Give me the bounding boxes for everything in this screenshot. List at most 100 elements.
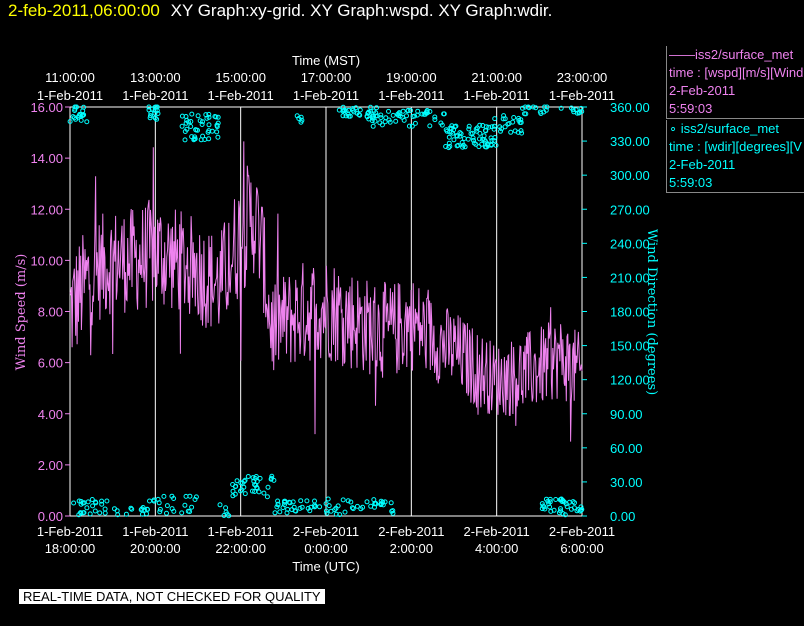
wind-direction-point <box>502 116 508 122</box>
wind-direction-point <box>459 140 465 145</box>
wind-direction-point <box>251 478 257 484</box>
legend-wind-speed: ——iss2/surface_met time : [wspd][m/s][Wi… <box>666 46 804 119</box>
wind-direction-point <box>214 129 220 135</box>
wind-direction-point <box>169 506 175 512</box>
wind-direction-point <box>148 110 154 116</box>
wind-direction-point <box>223 505 229 511</box>
wind-direction-point <box>183 114 189 119</box>
wind-direction-point <box>189 111 195 117</box>
wind-direction-point <box>230 488 236 494</box>
wind-direction-point <box>393 118 399 124</box>
bottom-axis-title: Time (UTC) <box>292 559 359 574</box>
right-axis-title: Wind Direction (degrees) <box>644 229 659 395</box>
left-tick-label: 16.00 <box>30 100 63 115</box>
wind-direction-point <box>481 133 487 139</box>
wind-direction-point <box>354 110 360 116</box>
top-tick-time: 11:00:00 <box>45 70 95 85</box>
wind-direction-point <box>419 111 425 117</box>
wind-direction-point <box>579 506 585 512</box>
wind-direction-point <box>349 505 355 511</box>
wind-direction-point <box>547 499 553 505</box>
right-tick-label: 30.00 <box>610 475 643 490</box>
top-tick-time: 17:00:00 <box>301 70 352 85</box>
wind-direction-point <box>253 474 259 479</box>
wind-direction-point <box>179 123 185 129</box>
wind-direction-point <box>275 501 281 507</box>
wind-direction-point <box>215 134 221 140</box>
wind-direction-point <box>333 505 339 511</box>
wind-direction-point <box>256 489 262 495</box>
wind-direction-point <box>547 504 553 510</box>
wind-direction-point <box>340 104 346 110</box>
wind-direction-point <box>291 504 297 510</box>
wind-direction-point <box>99 498 105 504</box>
wind-direction-point <box>265 484 271 490</box>
wind-direction-point <box>390 112 396 118</box>
wind-direction-point <box>345 111 351 117</box>
wind-direction-point <box>193 494 199 500</box>
header: 2-feb-2011,06:00:00 XY Graph:xy-grid. XY… <box>8 1 552 21</box>
top-tick-date: 1-Feb-2011 <box>37 88 103 103</box>
wind-direction-point <box>350 506 356 512</box>
top-tick-date: 1-Feb-2011 <box>293 88 359 103</box>
wind-direction-point <box>280 505 286 511</box>
wind-direction-point <box>578 105 584 111</box>
wind-direction-point <box>373 501 379 507</box>
wind-direction-point <box>470 135 476 141</box>
wind-direction-point <box>432 114 438 120</box>
wind-direction-point <box>491 123 497 129</box>
header-date: 2-feb-2011,06:00:00 <box>8 1 160 20</box>
wind-direction-point <box>230 482 236 487</box>
right-tick-label: 90.00 <box>610 407 643 422</box>
wind-direction-point <box>307 508 313 514</box>
wind-direction-point <box>386 108 391 114</box>
top-tick-time: 13:00:00 <box>130 70 181 85</box>
wind-direction-point <box>342 509 348 515</box>
wind-direction-point <box>533 105 539 111</box>
wind-direction-point <box>102 510 108 516</box>
wind-direction-point <box>562 512 568 518</box>
top-tick-time: 19:00:00 <box>386 70 437 85</box>
wind-direction-point <box>187 493 193 499</box>
wind-direction-point <box>502 124 508 130</box>
top-tick-date: 1-Feb-2011 <box>378 88 444 103</box>
wind-direction-point <box>374 105 379 111</box>
wind-direction-point <box>252 489 258 494</box>
wind-direction-point <box>298 498 304 504</box>
wind-direction-point <box>556 510 562 516</box>
wind-direction-point <box>406 123 412 129</box>
top-tick-date: 1-Feb-2011 <box>464 88 530 103</box>
legend-wind-direction: ∘ iss2/surface_met time : [wdir][degrees… <box>666 120 804 193</box>
wind-direction-point <box>415 108 421 114</box>
wind-direction-point <box>214 124 220 130</box>
wind-direction-point <box>85 499 91 505</box>
wind-direction-point <box>193 127 199 133</box>
wind-direction-point <box>400 108 406 114</box>
wind-direction-point <box>404 113 409 119</box>
wind-direction-point <box>179 510 185 516</box>
wind-direction-point <box>564 504 570 510</box>
wind-direction-point <box>525 104 531 110</box>
wind-speed-series <box>69 141 583 442</box>
legend-wdir-source: ∘ iss2/surface_met <box>669 121 780 136</box>
wind-direction-point <box>71 115 77 121</box>
wind-direction-point <box>200 119 205 125</box>
right-tick-label: 120.00 <box>610 373 650 388</box>
wind-direction-point <box>479 141 485 147</box>
bottom-tick-time: 22:00:00 <box>215 541 266 556</box>
left-tick-label: 14.00 <box>30 151 63 166</box>
wind-direction-point <box>500 116 506 122</box>
wind-direction-point <box>462 144 468 150</box>
bottom-tick-time: 6:00:00 <box>560 541 603 556</box>
wind-direction-point <box>238 480 244 486</box>
wind-speed-line <box>69 141 583 442</box>
wind-direction-point <box>508 129 514 135</box>
wind-direction-point <box>323 508 329 514</box>
wind-direction-point <box>242 477 248 483</box>
wind-direction-point <box>297 505 303 511</box>
wind-direction-point <box>249 488 255 494</box>
left-axis-title: Wind Speed (m/s) <box>14 254 29 371</box>
wind-direction-point <box>200 133 206 139</box>
wind-direction-point <box>474 128 480 134</box>
wind-direction-point <box>461 136 467 141</box>
